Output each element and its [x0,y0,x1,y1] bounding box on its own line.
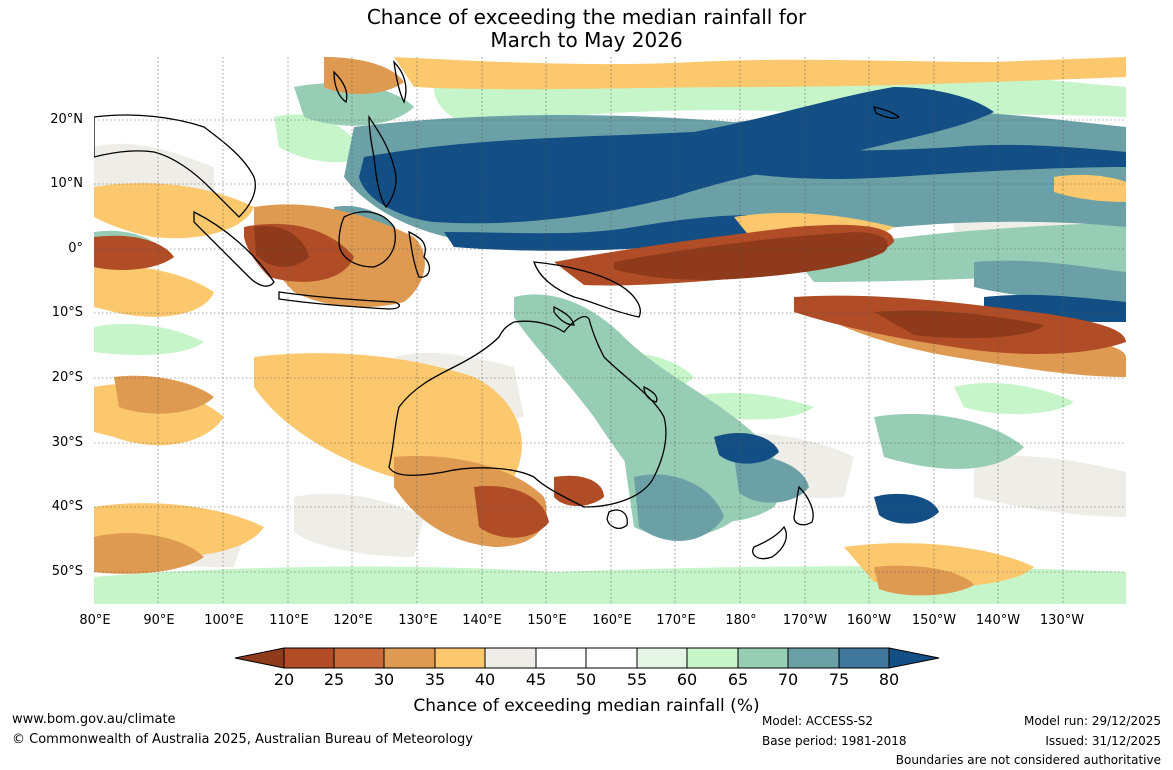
lon-label-140e: 140°E [462,613,502,628]
lon-label-110e: 110°E [269,613,309,628]
colorbar-tick-35: 35 [424,670,446,689]
bom-url-link[interactable]: www.bom.gov.au/climate [12,712,176,727]
rainfall-map [94,57,1126,604]
lat-label-10n: 10°N [50,176,83,191]
lat-label-20s: 20°S [51,370,83,385]
colorbar-tick-20: 20 [273,670,295,689]
issued-date: Issued: 31/12/2025 [1045,734,1161,748]
colorbar-tick-50: 50 [575,670,597,689]
lon-label-130w: 130°W [1039,613,1085,628]
colorbar-tick-75: 75 [828,670,850,689]
base-period: Base period: 1981-2018 [762,734,907,748]
lon-label-80e: 80°E [79,613,111,628]
colorbar-title: Chance of exceeding median rainfall (%) [413,696,760,716]
lon-label-100e: 100°E [204,613,244,628]
colorbar-segment-70-75 [787,647,840,669]
colorbar-tick-55: 55 [626,670,648,689]
lon-label-170e: 170°E [656,613,696,628]
colorbar-segment-60-65 [686,647,739,669]
lat-label-50s: 50°S [51,564,83,579]
lon-label-150w: 150°W [911,613,957,628]
colorbar-segment-45-50 [535,647,587,669]
lat-label-0: 0° [68,241,83,256]
lon-label-130e: 130°E [398,613,438,628]
lon-label-120e: 120°E [333,613,373,628]
colorbar-tick-40: 40 [474,670,496,689]
colorbar-segment-65-70 [737,647,789,669]
colorbar-tick-25: 25 [323,670,345,689]
lon-label-150e: 150°E [527,613,567,628]
colorbar-segment-30-35 [383,647,436,669]
colorbar [234,647,940,669]
colorbar-segment-20-25 [283,647,335,669]
colorbar-segment-40-45 [484,647,537,669]
category-below-25-areas [254,226,1044,339]
map-title-line1: Chance of exceeding the median rainfall … [366,5,807,29]
lat-label-10s: 10°S [51,305,83,320]
colorbar-tick-70: 70 [777,670,799,689]
boundary-disclaimer: Boundaries are not considered authoritat… [895,753,1161,767]
colorbar-segment-below-20 [234,647,285,669]
graticule [94,57,1126,604]
lat-label-30s: 30°S [51,435,83,450]
colorbar-segment-50-55 [585,647,638,669]
model-run-date: Model run: 29/12/2025 [1023,714,1161,728]
colorbar-segment-above-80 [888,647,940,669]
category-35-40-areas [94,57,1126,587]
colorbar-segment-75-80 [838,647,890,669]
map-title-line2: March to May 2026 [490,28,683,52]
colorbar-tick-80: 80 [878,670,900,689]
lat-label-40s: 40°S [51,499,83,514]
model-name: Model: ACCESS-S2 [762,714,874,728]
colorbar-segment-35-40 [434,647,486,669]
colorbar-segment-55-60 [636,647,688,669]
colorbar-tick-30: 30 [373,670,395,689]
colorbar-tick-65: 65 [727,670,749,689]
lon-label-180: 180° [725,613,757,628]
colorbar-tick-60: 60 [676,670,698,689]
lon-label-170w: 170°W [782,613,828,628]
copyright-notice: © Commonwealth of Australia 2025, Austra… [12,732,473,747]
lon-label-160e: 160°E [592,613,632,628]
colorbar-segment-25-30 [333,647,385,669]
lon-label-90e: 90°E [143,613,175,628]
lon-label-160w: 160°W [846,613,892,628]
coastlines [94,60,901,560]
lon-label-140w: 140°W [975,613,1021,628]
lat-label-20n: 20°N [50,112,83,127]
colorbar-tick-45: 45 [525,670,547,689]
